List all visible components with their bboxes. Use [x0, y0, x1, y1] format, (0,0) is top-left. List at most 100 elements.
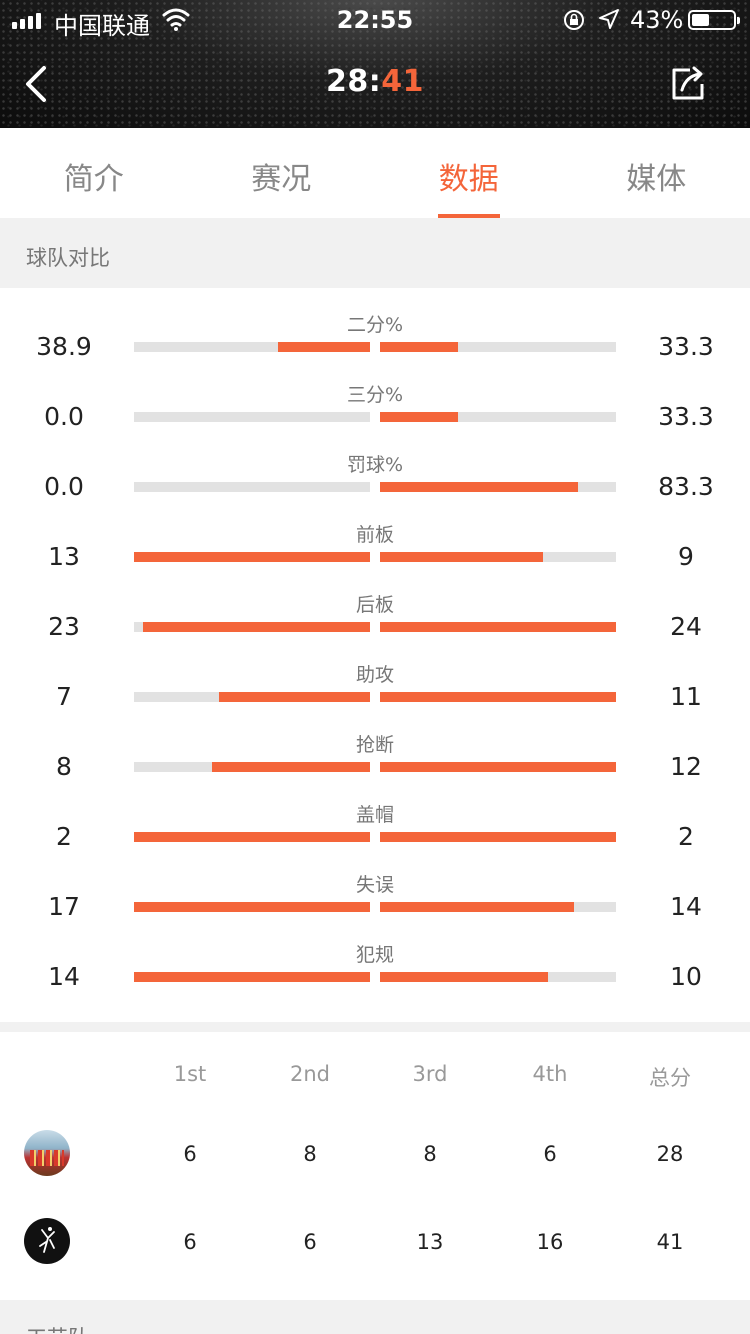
game-header: 中国联通 22:55 43% 28:41 — [0, 0, 750, 128]
table-cell: 28 — [656, 1142, 684, 1166]
stat-label: 三分% — [346, 384, 404, 406]
signal-icon — [12, 11, 41, 29]
location-arrow-icon — [599, 9, 619, 29]
stat-right-bar — [380, 482, 616, 492]
stat-left-value: 0.0 — [44, 402, 84, 431]
tab-underline — [437, 214, 500, 218]
table-cell: 8 — [423, 1142, 437, 1166]
bar-fill — [134, 972, 370, 982]
stat-label: 失误 — [355, 874, 394, 896]
back-button[interactable] — [18, 62, 58, 106]
bar-fill — [380, 482, 579, 492]
stat-right-bar — [380, 692, 616, 702]
bar-fill — [134, 832, 370, 842]
table-cell: 6 — [183, 1230, 197, 1254]
stat-row: 罚球% 0.0 83.3 — [0, 438, 750, 508]
stat-row: 后板 23 24 — [0, 578, 750, 648]
stat-right-value: 33.3 — [658, 402, 714, 431]
tab-bar: 简介 赛况 数据 媒体 — [0, 128, 750, 218]
table-cell: 6 — [183, 1142, 197, 1166]
table-cell: 6 — [303, 1230, 317, 1254]
stat-right-bar — [380, 412, 616, 422]
stat-left-value: 8 — [56, 752, 72, 781]
tab-stats[interactable]: 数据 — [375, 128, 563, 218]
stat-right-value: 10 — [670, 962, 702, 991]
stat-left-value: 2 — [56, 822, 72, 851]
tab-intro[interactable]: 简介 — [0, 128, 188, 218]
stat-label: 助攻 — [355, 664, 394, 686]
stat-label: 后板 — [355, 594, 394, 616]
tab-label: 数据 — [438, 162, 499, 197]
bar-fill — [380, 692, 616, 702]
team-a-logo[interactable] — [24, 1130, 70, 1176]
quarter-scores-table: 1st 2nd 3rd 4th 总分 6 8 8 6 28 6 6 13 16 … — [0, 1032, 750, 1300]
team-compare-stats: 二分% 38.9 33.3 三分% 0.0 33.3 罚球% 0.0 83.3 前板 13 9 后板 23… — [0, 288, 750, 1020]
stat-right-value: 14 — [670, 892, 702, 921]
stat-left-value: 38.9 — [36, 332, 92, 361]
stat-left-bar — [134, 482, 370, 492]
bar-fill — [380, 972, 548, 982]
stat-right-value: 12 — [670, 752, 702, 781]
stat-label: 盖帽 — [355, 804, 394, 826]
table-cell: 13 — [416, 1230, 444, 1254]
bar-fill — [134, 552, 370, 562]
stat-right-bar — [380, 832, 616, 842]
bar-fill — [380, 412, 458, 422]
stat-right-value: 9 — [678, 542, 694, 571]
tab-label: 赛况 — [251, 162, 312, 197]
share-button[interactable] — [668, 64, 708, 104]
section-title: 工艺队 — [26, 1322, 89, 1334]
stat-left-bar — [134, 622, 370, 632]
stat-label: 犯规 — [355, 944, 394, 966]
battery-percent: 43% — [630, 6, 684, 34]
battery-level — [692, 14, 710, 26]
table-cell: 16 — [536, 1230, 564, 1254]
stat-left-bar — [134, 692, 370, 702]
table-cell: 8 — [303, 1142, 317, 1166]
bar-fill — [380, 342, 458, 352]
battery-icon — [688, 10, 740, 30]
stat-right-bar — [380, 622, 616, 632]
stat-row: 失误 17 14 — [0, 858, 750, 928]
stat-left-bar — [134, 972, 370, 982]
stat-row: 二分% 38.9 33.3 — [0, 298, 750, 368]
stat-left-bar — [134, 552, 370, 562]
bar-fill — [380, 622, 616, 632]
stat-left-value: 14 — [48, 962, 80, 991]
arena-background — [0, 0, 750, 128]
game-score: 28:41 — [0, 64, 750, 99]
bar-fill — [211, 762, 370, 772]
bar-fill — [380, 552, 543, 562]
column-header: 1st — [173, 1062, 207, 1086]
tab-label: 媒体 — [626, 162, 687, 197]
column-header: 总分 — [649, 1066, 691, 1090]
stat-row: 盖帽 2 2 — [0, 788, 750, 858]
team-compare-header: 球队对比 — [0, 218, 750, 288]
tab-live[interactable]: 赛况 — [188, 128, 376, 218]
bar-fill — [277, 342, 370, 352]
stat-right-bar — [380, 552, 616, 562]
stat-left-bar — [134, 902, 370, 912]
stat-label: 抢断 — [355, 734, 394, 756]
section-divider — [0, 1022, 750, 1032]
stat-label: 二分% — [346, 314, 404, 336]
stat-left-value: 23 — [48, 612, 80, 641]
stat-right-bar — [380, 762, 616, 772]
stat-left-bar — [134, 832, 370, 842]
stat-left-bar — [134, 412, 370, 422]
bar-fill — [380, 762, 616, 772]
section-title: 球队对比 — [26, 246, 110, 270]
stat-label: 前板 — [355, 524, 394, 546]
stat-label: 罚球% — [346, 454, 404, 476]
carrier-name: 中国联通 — [54, 12, 150, 40]
column-header: 2nd — [289, 1062, 330, 1086]
team-b-logo[interactable] — [24, 1218, 70, 1264]
stat-left-bar — [134, 762, 370, 772]
stat-row: 助攻 7 11 — [0, 648, 750, 718]
stat-left-value: 13 — [48, 542, 80, 571]
stat-row: 前板 13 9 — [0, 508, 750, 578]
tab-media[interactable]: 媒体 — [563, 128, 750, 218]
stat-row: 三分% 0.0 33.3 — [0, 368, 750, 438]
stat-right-bar — [380, 342, 616, 352]
stat-right-value: 33.3 — [658, 332, 714, 361]
